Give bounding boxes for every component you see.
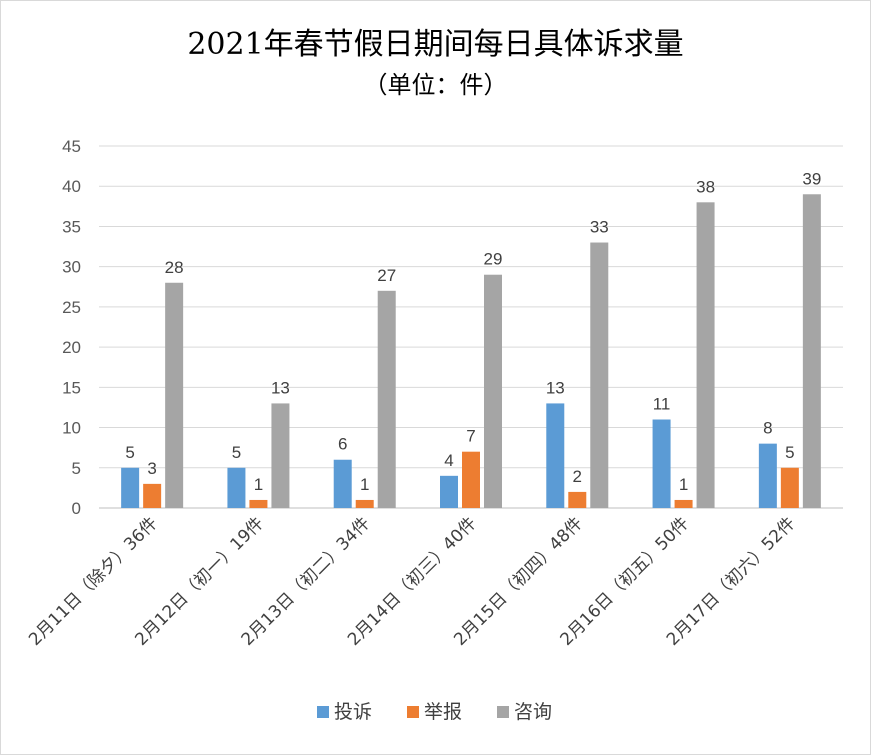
bar <box>271 403 290 508</box>
legend-label: 投诉 <box>334 701 372 723</box>
legend-swatch <box>497 706 509 718</box>
y-tick-label: 20 <box>62 338 81 357</box>
data-label: 7 <box>466 427 475 446</box>
y-tick-label: 35 <box>62 217 81 236</box>
y-tick-label: 0 <box>72 499 81 518</box>
chart-title: 2021年春节假日期间每日具体诉求量 <box>187 27 684 62</box>
data-label: 8 <box>763 419 772 438</box>
data-label: 38 <box>696 177 715 196</box>
y-tick-label: 5 <box>72 459 81 478</box>
legend-swatch <box>407 706 419 718</box>
legend-label: 举报 <box>424 701 462 723</box>
bar <box>143 483 162 508</box>
legend-swatch <box>317 706 329 718</box>
bar <box>249 499 268 508</box>
bar <box>568 491 587 508</box>
data-label: 1 <box>254 475 263 494</box>
bar <box>333 459 352 508</box>
data-label: 1 <box>679 475 688 494</box>
bar <box>780 467 799 508</box>
data-label: 28 <box>165 258 184 277</box>
data-label: 13 <box>271 378 290 397</box>
y-tick-label: 30 <box>62 258 81 277</box>
data-label: 5 <box>125 443 134 462</box>
legend-label: 咨询 <box>514 701 552 723</box>
y-tick-label: 25 <box>62 298 81 317</box>
data-label: 27 <box>377 266 396 285</box>
data-label: 1 <box>360 475 369 494</box>
data-label: 13 <box>546 378 565 397</box>
bar <box>121 467 140 508</box>
bar <box>674 499 693 508</box>
bar <box>165 282 184 508</box>
chart-subtitle: （单位：件） <box>363 71 508 99</box>
y-tick-label: 40 <box>62 177 81 196</box>
data-label: 39 <box>802 169 821 188</box>
data-label: 11 <box>653 395 671 414</box>
bar <box>802 194 821 508</box>
bar <box>227 467 246 508</box>
data-label: 5 <box>785 443 794 462</box>
data-label: 3 <box>147 459 156 478</box>
data-label: 5 <box>232 443 241 462</box>
bar <box>758 443 777 508</box>
y-tick-label: 15 <box>62 378 81 397</box>
bar <box>484 274 502 508</box>
data-label: 33 <box>590 218 609 237</box>
data-label: 29 <box>484 250 503 269</box>
data-label: 4 <box>444 451 453 470</box>
bar <box>652 419 671 508</box>
y-tick-label: 45 <box>62 137 81 156</box>
bar <box>440 475 458 508</box>
bar <box>377 290 396 508</box>
bar <box>355 499 374 508</box>
bar <box>590 242 609 509</box>
y-tick-label: 10 <box>62 419 81 438</box>
bar <box>546 403 565 508</box>
data-label: 6 <box>338 435 347 454</box>
bar <box>462 451 480 508</box>
bar <box>696 202 715 509</box>
data-label: 2 <box>573 467 582 486</box>
